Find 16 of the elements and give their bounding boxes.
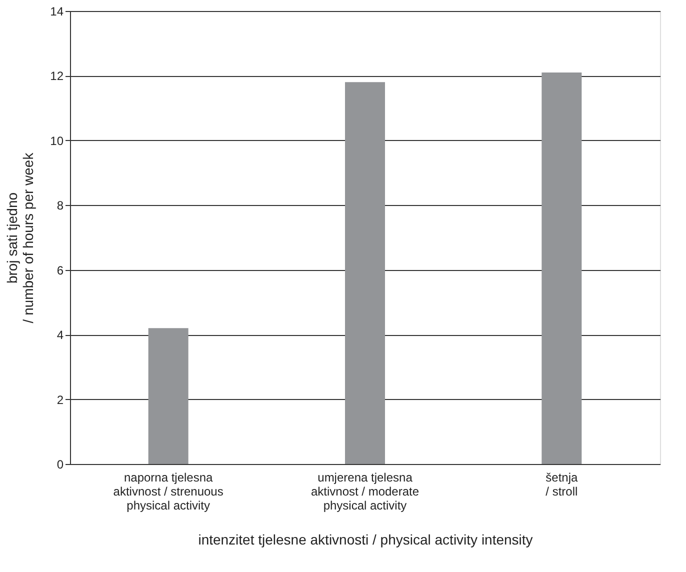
- y-tick-label: 2: [56, 392, 64, 407]
- y-tick-label: 6: [56, 263, 64, 278]
- y-tick-label: 14: [50, 4, 64, 18]
- bar: [345, 82, 385, 464]
- y-tick-label: 4: [56, 328, 64, 342]
- x-tick-label: naporna tjelesna aktivnost / strenuous physical activity: [113, 470, 224, 512]
- y-tick-label: 8: [56, 198, 64, 213]
- y-axis-title: broj sati tjedno / number of hours per week: [4, 152, 36, 324]
- y-tick-label: 10: [50, 134, 64, 148]
- y-tick-label: 0: [56, 458, 64, 472]
- x-axis-title: intenzitet tjelesne aktivnosti / physical activity intensity: [198, 532, 533, 548]
- y-tick-label: 12: [50, 69, 64, 84]
- bar: [148, 328, 188, 464]
- x-tick-label: šetnja / stroll: [546, 470, 578, 498]
- bar: [542, 72, 582, 464]
- x-tick-label: umjerena tjelesna aktivnost / moderate physical activity: [310, 470, 420, 512]
